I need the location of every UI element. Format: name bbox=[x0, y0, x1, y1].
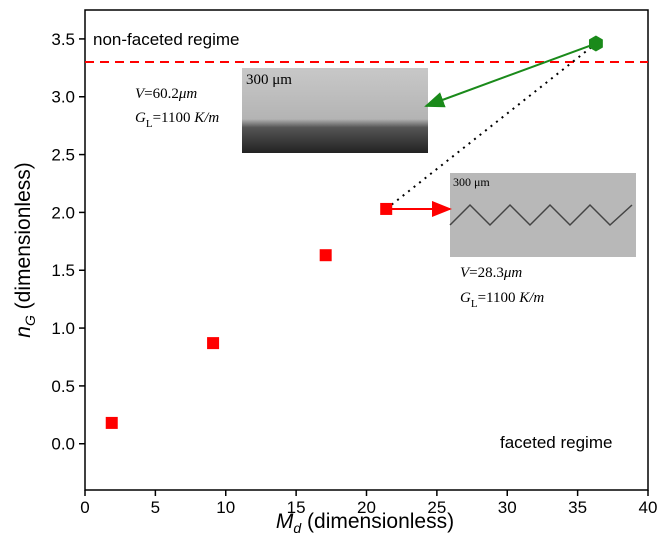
point bbox=[380, 202, 393, 215]
micrograph-texture bbox=[449, 203, 633, 227]
region-label: faceted regime bbox=[500, 433, 612, 452]
point bbox=[319, 249, 332, 262]
annotation: GL=1100 K/m bbox=[460, 290, 544, 310]
y-tick-label: 0.5 bbox=[51, 377, 75, 396]
y-tick-label: 3.5 bbox=[51, 30, 75, 49]
x-tick-label: 5 bbox=[151, 498, 160, 517]
x-tick-label: 10 bbox=[216, 498, 235, 517]
arrow bbox=[424, 42, 597, 108]
micrograph-inset bbox=[242, 68, 428, 153]
x-tick-label: 0 bbox=[80, 498, 89, 517]
annotation: V=60.2μm bbox=[135, 86, 197, 102]
region-label: non-faceted regime bbox=[93, 30, 239, 49]
x-tick-label: 25 bbox=[427, 498, 446, 517]
y-tick-label: 2.0 bbox=[51, 203, 75, 222]
point bbox=[207, 337, 220, 350]
point bbox=[105, 416, 118, 429]
y-tick-label: 2.5 bbox=[51, 146, 75, 165]
connector bbox=[385, 42, 597, 210]
annotation: GL=1100 K/m bbox=[135, 110, 219, 130]
y-axis-label: nG (dimensionless) bbox=[12, 162, 38, 337]
y-tick-label: 0.0 bbox=[51, 435, 75, 454]
x-tick-label: 20 bbox=[357, 498, 376, 517]
x-axis-label: Md (dimensionless) bbox=[276, 510, 454, 536]
annotation: V=28.3μm bbox=[460, 265, 522, 281]
x-tick-label: 30 bbox=[498, 498, 517, 517]
x-tick-label: 15 bbox=[287, 498, 306, 517]
inset-scale: 300 μm bbox=[453, 175, 490, 189]
y-tick-label: 1.0 bbox=[51, 319, 75, 338]
x-tick-label: 35 bbox=[568, 498, 587, 517]
point bbox=[588, 35, 603, 52]
x-tick-label: 40 bbox=[639, 498, 658, 517]
y-tick-label: 3.0 bbox=[51, 88, 75, 107]
inset-scale: 300 μm bbox=[246, 72, 292, 88]
y-tick-label: 1.5 bbox=[51, 261, 75, 280]
